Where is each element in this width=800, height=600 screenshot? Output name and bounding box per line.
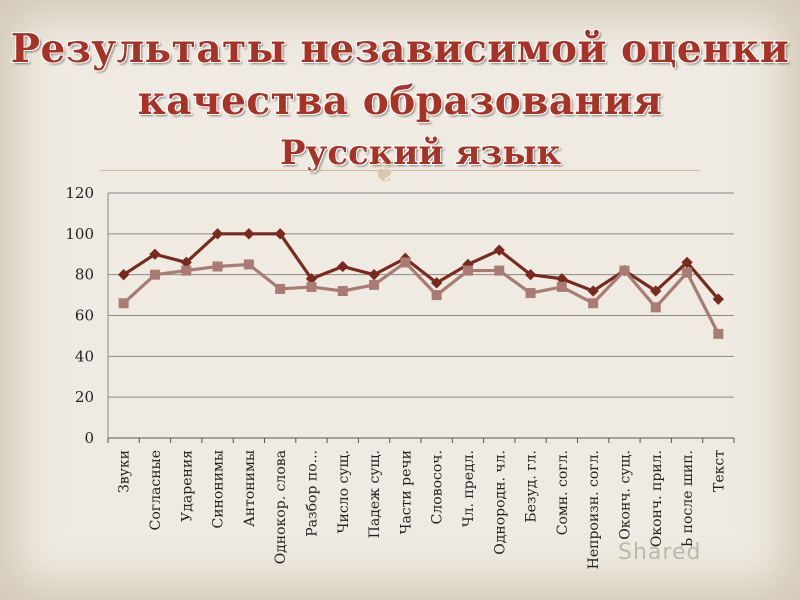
y-tick-label: 100 [65, 225, 94, 243]
ornament-icon: ❦ [373, 156, 397, 189]
y-tick-label: 0 [84, 429, 94, 447]
title-divider [100, 170, 700, 171]
series-2-point [525, 288, 536, 299]
series-2-point [400, 257, 411, 268]
x-tick-label: Однокор. слова [273, 450, 289, 564]
x-axis-ticks: Звуки Согласные Ударения Синонимы Антонимы Од… [117, 450, 728, 570]
series-1-point [180, 256, 192, 269]
x-tick-label: Согласные [148, 450, 164, 530]
series-1-point [149, 248, 161, 260]
series-1-point [368, 269, 380, 281]
series-2-point [337, 286, 348, 296]
series-2-point [118, 298, 129, 309]
x-tick-label: Синонимы [211, 450, 227, 529]
slide-title-line1: Результаты независимой оценки [10, 26, 790, 72]
y-axis-ticks: 0 20 40 60 80 100 120 [65, 184, 94, 447]
series-2-point [494, 265, 505, 276]
series-2-point [243, 259, 254, 270]
series-2-point [369, 279, 380, 290]
series-2-point [462, 265, 473, 276]
series-2-point [713, 328, 724, 339]
series-2-point [306, 281, 317, 292]
series-2-line [122, 260, 720, 335]
series-1-point [211, 228, 224, 240]
x-tick-label: Оконч. прил. [649, 450, 665, 547]
x-tick-label: Звуки [117, 450, 133, 493]
x-tick-label: Антонимы [242, 450, 258, 527]
series-1-point [337, 260, 349, 273]
series-2-point [275, 283, 286, 294]
series-2-point [682, 267, 693, 278]
x-tick-label: Текст [711, 450, 727, 492]
x-tick-label: Чл. предл. [461, 450, 477, 527]
y-tick-label: 120 [65, 184, 94, 202]
series-1-point [493, 244, 505, 256]
x-tick-label: Безуд. гл. [524, 450, 540, 523]
series-2-point [181, 265, 192, 276]
x-tick-label: Словосоч. [430, 450, 446, 524]
y-tick-label: 80 [75, 266, 94, 284]
x-tick-label: Ь после шип. [680, 450, 696, 547]
series-2-point [212, 261, 223, 272]
series-2-point [619, 265, 630, 276]
series-1-point [524, 269, 537, 281]
series-1-point [556, 273, 568, 285]
chart-grid [107, 192, 735, 443]
y-tick-label: 60 [75, 307, 94, 325]
series-2-point [650, 302, 661, 313]
slide-title-line2: качества образования [137, 78, 663, 124]
x-tick-label: Падеж сущ. [367, 450, 383, 538]
x-tick-label: Число сущ. [336, 450, 352, 533]
y-tick-label: 20 [75, 388, 94, 406]
x-tick-label: Однородн. чл. [492, 450, 508, 555]
x-tick-label: Сомн. согл. [555, 450, 571, 535]
series-1-point [430, 277, 443, 289]
x-tick-label: Разбор по... [304, 450, 320, 537]
series-2-point [431, 290, 442, 301]
slide-subtitle: Русский язык [280, 133, 562, 173]
series-1-point [305, 273, 318, 285]
x-tick-label: Ударения [179, 450, 195, 522]
series-1-point [587, 285, 599, 297]
series-2-point [556, 281, 567, 292]
series-1-point [243, 228, 255, 240]
watermark-text: Shared [618, 540, 702, 565]
series-1-point [681, 256, 693, 269]
y-tick-label: 40 [75, 347, 94, 365]
series-1-point [274, 228, 286, 240]
series-1-point [712, 293, 725, 305]
chart-series [117, 228, 725, 339]
x-tick-label: Непроизн. согл. [586, 450, 602, 569]
series-1-point [650, 285, 662, 297]
x-tick-label: Части речи [398, 450, 414, 534]
series-2-point [149, 269, 160, 280]
x-tick-label: Оконч. сущ. [617, 450, 633, 540]
series-2-point [588, 298, 599, 309]
